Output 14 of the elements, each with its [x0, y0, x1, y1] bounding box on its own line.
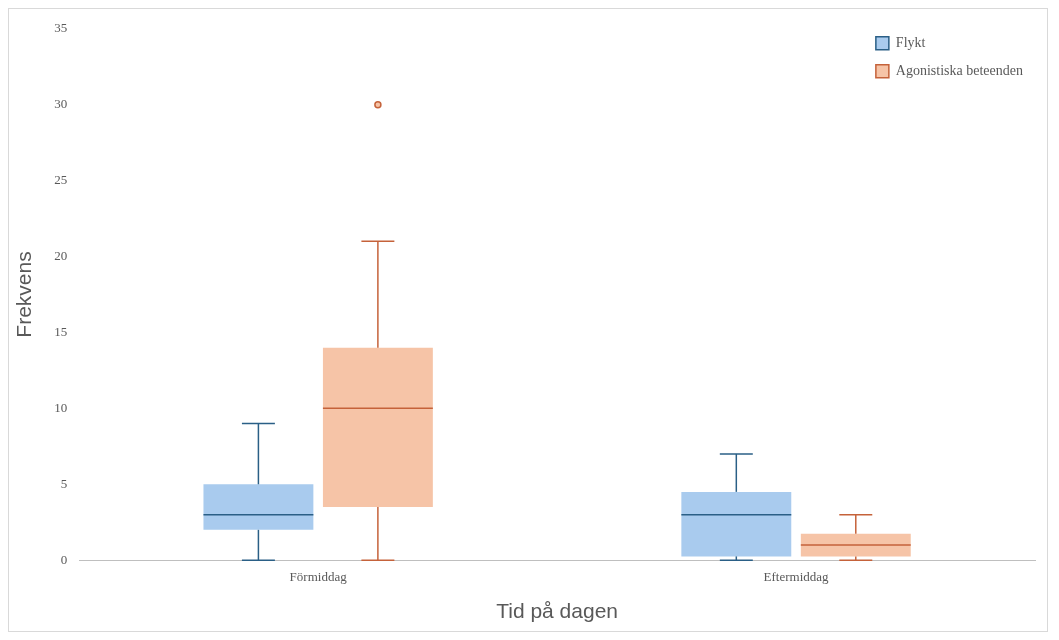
x-axis-title: Tid på dagen	[496, 599, 619, 623]
y-axis-title: Frekvens	[12, 251, 36, 338]
y-tick-label: 15	[54, 323, 68, 339]
y-tick-label: 5	[60, 475, 68, 491]
y-tick-label: 25	[54, 172, 68, 188]
legend-label: Flykt	[895, 35, 926, 51]
y-tick-label: 0	[60, 551, 68, 567]
y-tick-label: 35	[54, 20, 68, 36]
legend-label: Agonistiska beteenden	[895, 63, 1024, 79]
x-tick-label: Förmiddag	[289, 569, 348, 585]
x-tick-label: Eftermiddag	[763, 569, 830, 585]
y-tick-label: 20	[54, 247, 68, 263]
y-tick-label: 10	[54, 399, 68, 415]
y-tick-label: 30	[54, 96, 68, 112]
